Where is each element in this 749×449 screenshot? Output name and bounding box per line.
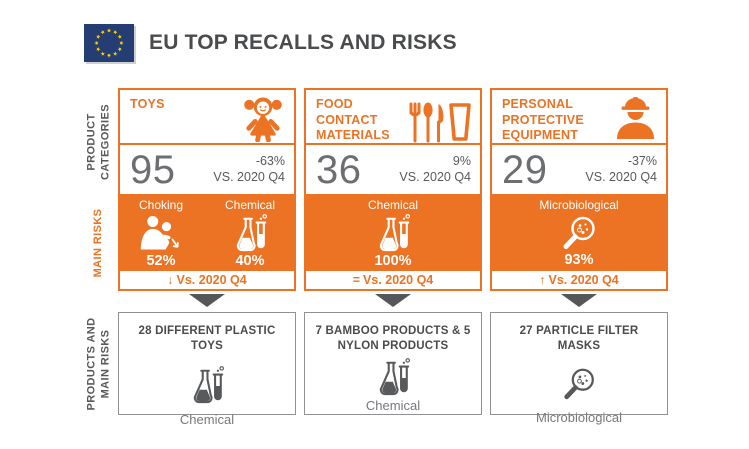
risk-percent: 100% xyxy=(374,253,412,269)
chemical-flask-icon xyxy=(193,365,225,404)
row-label-products-and-main-risks: PRODUCTS AND MAIN RISKS xyxy=(85,317,111,411)
down-triangle-connector xyxy=(189,294,225,307)
doll-icon xyxy=(240,95,286,142)
change-period: VS. 2020 Q4 xyxy=(213,169,285,184)
recall-count: 95 xyxy=(130,148,176,192)
risk-chemical: Chemical 40% xyxy=(225,194,275,269)
chemical-flask-icon xyxy=(379,214,411,252)
recall-count: 36 xyxy=(316,148,362,192)
recall-count-section: 29 -37% VS. 2020 Q4 xyxy=(490,143,668,196)
category-header: PERSONAL PROTECTIVE EQUIPMENT (PPE) xyxy=(490,88,668,158)
products-risk-label: Chemical xyxy=(365,397,421,413)
products-box: 27 PARTICLE FILTER MASKS Microbiological xyxy=(490,312,668,425)
microbe-magnifier-icon xyxy=(559,214,599,251)
microbe-magnifier-icon xyxy=(560,366,598,402)
down-triangle-connector xyxy=(561,294,597,307)
products-box: 28 DIFFERENT PLASTIC TOYS Chemical xyxy=(118,312,296,427)
trend-label: Vs. 2020 Q4 xyxy=(176,273,247,287)
recall-count: 29 xyxy=(502,148,548,192)
card-ppe: PERSONAL PROTECTIVE EQUIPMENT (PPE) 29 -… xyxy=(490,88,668,425)
eu-flag-icon xyxy=(84,24,134,62)
card-toys: TOYS 95 -63% VS. 2020 Q4 Choking 52% Che… xyxy=(118,88,296,427)
trend-strip: ↑ Vs. 2020 Q4 xyxy=(490,269,668,291)
page-title: EU TOP RECALLS AND RISKS xyxy=(149,31,457,54)
choking-icon xyxy=(139,214,180,252)
row-label-main-risks: MAIN RISKS xyxy=(92,208,105,278)
category-title: FOOD CONTACT MATERIALS xyxy=(316,97,390,143)
trend-equal-icon: = xyxy=(352,273,361,287)
main-risks-section: Chemical 100% xyxy=(304,194,482,269)
worker-hardhat-icon xyxy=(617,97,654,139)
risk-chemical: Chemical 100% xyxy=(368,194,418,269)
risk-percent: 52% xyxy=(146,253,176,269)
change-vs-previous: 9% VS. 2020 Q4 xyxy=(399,154,471,185)
change-period: VS. 2020 Q4 xyxy=(399,169,471,184)
category-header: FOOD CONTACT MATERIALS xyxy=(304,88,482,145)
card-food-contact-materials: FOOD CONTACT MATERIALS 36 9% VS. 2020 Q4… xyxy=(304,88,482,418)
change-vs-previous: -37% VS. 2020 Q4 xyxy=(585,154,657,185)
trend-label: Vs. 2020 Q4 xyxy=(363,273,434,287)
risk-microbiological: Microbiological 93% xyxy=(539,194,618,269)
products-risk-label: Chemical xyxy=(179,411,235,427)
products-risk-label: Microbiological xyxy=(536,409,622,425)
trend-strip: = Vs. 2020 Q4 xyxy=(304,269,482,291)
main-risks-section: Microbiological 93% xyxy=(490,194,668,269)
risk-name: Chemical xyxy=(367,198,418,212)
category-header: TOYS xyxy=(118,88,296,145)
risk-choking: Choking 52% xyxy=(139,194,183,269)
change-period: VS. 2020 Q4 xyxy=(585,169,657,184)
change-percent: 9% xyxy=(452,154,471,168)
change-percent: -37% xyxy=(627,154,657,168)
category-title: TOYS xyxy=(130,97,165,111)
recall-count-section: 36 9% VS. 2020 Q4 xyxy=(304,143,482,196)
change-vs-previous: -63% VS. 2020 Q4 xyxy=(213,154,285,185)
risk-name: Microbiological xyxy=(539,198,619,212)
recall-count-section: 95 -63% VS. 2020 Q4 xyxy=(118,143,296,196)
trend-down-arrow-icon: ↓ xyxy=(167,273,174,287)
products-title: 7 BAMBOO PRODUCTS & 5 NYLON PRODUCTS xyxy=(315,325,471,352)
products-title: 28 DIFFERENT PLASTIC TOYS xyxy=(138,325,276,352)
trend-strip: ↓ Vs. 2020 Q4 xyxy=(118,269,296,291)
cutlery-cup-icon xyxy=(409,102,471,143)
down-triangle-connector xyxy=(375,294,411,307)
products-box: 7 BAMBOO PRODUCTS & 5 NYLON PRODUCTS Che… xyxy=(304,312,482,415)
risk-name: Chemical xyxy=(224,198,275,212)
trend-label: Vs. 2020 Q4 xyxy=(548,273,619,287)
risk-percent: 93% xyxy=(564,252,594,268)
change-percent: -63% xyxy=(255,154,285,168)
products-title: 27 PARTICLE FILTER MASKS xyxy=(519,325,639,352)
chemical-flask-icon xyxy=(379,357,411,396)
risk-percent: 40% xyxy=(235,253,265,269)
trend-up-arrow-icon: ↑ xyxy=(539,273,546,287)
risk-name: Choking xyxy=(138,198,184,212)
main-risks-section: Choking 52% Chemical 40% xyxy=(118,194,296,269)
chemical-flask-icon xyxy=(236,214,268,252)
